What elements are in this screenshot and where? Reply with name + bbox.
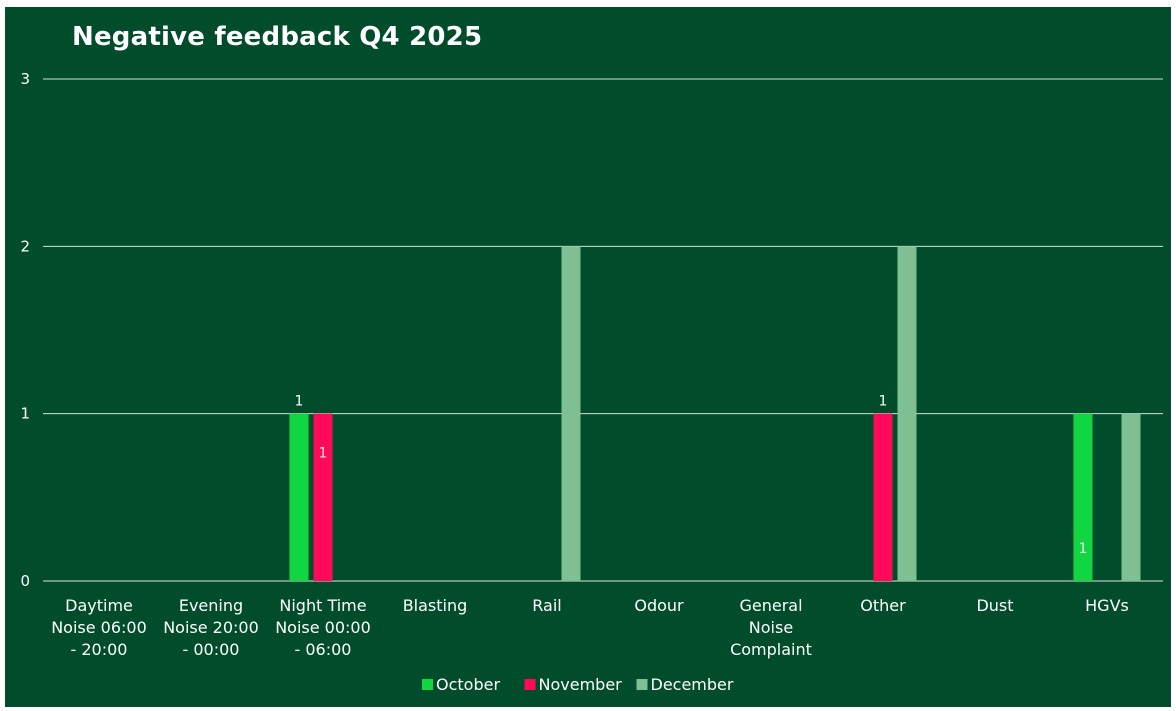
x-category-label: - 06:00 [295,640,352,659]
bars [289,246,1141,582]
data-label: 1 [879,394,888,410]
x-category-label: Noise 06:00 [51,618,147,637]
x-category-label: Dust [976,596,1013,615]
bar-december-9 [1121,413,1141,581]
y-axis-ticks: 0 1 2 3 [20,70,30,590]
bar-october-2 [289,413,309,581]
bar-october-9 [1073,413,1093,581]
bar-chart: 0 1 2 3 1 1 1 1 Daytime Noise 06:00 - 20:00 Eveni… [20,70,1163,694]
bar-november-7 [873,413,893,581]
legend-label-november: November [539,675,623,694]
x-category-label: Complaint [730,640,812,659]
x-category-label: Rail [532,596,561,615]
bar-december-7 [897,246,917,582]
legend-label-december: December [651,675,734,694]
legend-swatch-december [636,679,648,690]
chart-area: Negative feedback Q4 2025 0 1 2 3 1 1 1 1 Dayt… [5,7,1171,707]
x-category-label: Blasting [403,596,468,615]
legend-swatch-october [422,679,433,690]
x-category-label: General [739,596,802,615]
x-category-label: - 00:00 [183,640,240,659]
x-category-label: HGVs [1085,596,1129,615]
x-category-label: Odour [634,596,684,615]
legend: October November December [422,675,734,694]
bar-november-2 [313,413,333,581]
data-label: 1 [295,394,304,410]
chart-title: Negative feedback Q4 2025 [72,22,483,52]
data-label: 1 [319,446,328,462]
legend-swatch-november [524,679,536,690]
x-category-label: Evening [179,596,243,615]
y-tick-label: 0 [20,572,30,590]
x-category-label: Noise 00:00 [275,618,371,637]
y-tick-label: 1 [20,405,30,423]
x-category-label: Noise 20:00 [163,618,259,637]
x-category-label: - 20:00 [71,640,128,659]
y-tick-label: 3 [20,70,30,88]
x-category-label: Night Time [279,596,366,615]
x-category-label: Other [860,596,906,615]
legend-label-october: October [436,675,500,694]
data-label: 1 [1079,541,1088,557]
data-labels: 1 1 1 1 [295,394,1088,557]
gridlines [43,78,1163,582]
x-axis-categories: Daytime Noise 06:00 - 20:00 Evening Noise 20… [51,596,1129,659]
x-category-label: Daytime [65,596,133,615]
x-category-label: Noise [749,618,793,637]
y-tick-label: 2 [20,237,30,255]
bar-december-4 [561,246,581,582]
